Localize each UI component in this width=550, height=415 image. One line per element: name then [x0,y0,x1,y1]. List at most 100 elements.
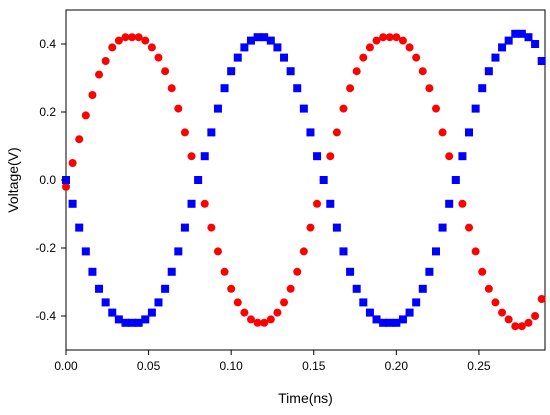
red-circle-point [346,84,355,93]
red-circle-point [339,104,348,113]
blue-square-point [108,308,117,317]
blue-square-point [458,152,467,161]
blue-square-point [319,176,328,184]
red-circle-point [379,33,388,42]
red-circle-point [114,36,123,45]
chart-marks [62,29,546,331]
red-circle-point [68,159,77,167]
blue-square-point [425,267,434,276]
blue-square-point [121,318,130,327]
red-circle-point [213,247,222,256]
x-tick-label: 0.00 [54,359,78,373]
red-circle-point [128,33,137,42]
red-circle-point [81,111,90,120]
red-circle-point [62,182,70,191]
red-circle-point [134,33,143,42]
x-tick-label: 0.20 [385,359,409,373]
x-tick-label: 0.15 [302,359,326,373]
blue-square-point [68,199,77,208]
y-tick-label: -0.2 [35,241,56,255]
blue-square-point [134,318,143,327]
red-circle-point [207,223,216,232]
blue-square-point [95,284,104,293]
blue-square-point [180,223,189,232]
blue-square-point [161,284,170,293]
blue-square-point [233,53,242,62]
red-circle-point [425,84,434,93]
blue-square-point [75,223,84,232]
blue-square-point [81,247,90,256]
red-circle-point [174,104,183,113]
red-circle-point [161,67,170,76]
red-circle-point [180,128,189,137]
x-tick-label: 0.10 [219,359,243,373]
blue-square-point [484,67,493,76]
blue-square-point [517,29,526,38]
blue-square-point [352,284,361,293]
red-circle-point [517,322,526,331]
red-circle-point [200,199,209,208]
red-circle-point [359,53,368,62]
y-tick-label: 0.2 [39,105,56,119]
red-circle-point [504,315,513,324]
red-circle-point [121,33,130,42]
red-circle-point [253,318,262,327]
red-circle-point [266,315,275,324]
red-circle-point [524,318,533,327]
series-2 [62,29,546,327]
red-circle-point [352,67,361,76]
blue-square-point [438,223,447,232]
y-tick-label: -0.4 [35,309,56,323]
blue-square-point [227,67,236,76]
blue-square-point [491,53,500,62]
blue-square-point [326,199,335,208]
red-circle-point [332,128,341,137]
blue-square-point [504,36,513,45]
red-circle-point [471,247,480,256]
blue-square-point [418,284,427,293]
blue-square-point [207,128,216,137]
blue-square-point [141,315,150,324]
red-circle-point [306,223,315,232]
red-circle-point [405,43,414,52]
red-circle-point [246,315,255,324]
red-circle-point [372,36,381,45]
blue-square-point [471,104,480,113]
red-circle-point [313,199,322,208]
blue-square-point [187,199,196,208]
red-circle-point [365,43,374,52]
blue-square-point [372,315,381,324]
red-circle-point [147,43,156,52]
blue-square-point [253,33,262,42]
blue-square-point [511,29,520,38]
red-circle-point [531,312,540,320]
red-circle-point [392,33,401,42]
blue-square-point [332,223,341,232]
blue-square-point [465,128,474,137]
blue-square-point [174,247,183,256]
blue-square-point [128,318,137,327]
red-circle-point [299,247,308,256]
blue-square-point [293,84,302,93]
blue-square-point [167,267,176,276]
red-circle-point [220,267,229,276]
blue-square-point [213,104,222,113]
blue-square-point [200,152,209,161]
red-circle-point [465,223,474,232]
blue-square-point [240,43,249,52]
blue-square-point [445,199,454,208]
blue-square-point [379,318,388,327]
blue-square-point [398,315,407,324]
blue-square-point [478,84,487,93]
x-tick-label: 0.05 [137,359,161,373]
red-circle-point [445,152,454,161]
x-tick-label: 0.25 [467,359,491,373]
red-circle-point [431,104,440,113]
blue-square-point [531,40,540,48]
red-circle-point [458,199,467,208]
blue-square-point [286,67,295,76]
blue-square-point [405,308,414,317]
red-circle-point [412,53,421,62]
y-axis-title: Voltage(V) [5,147,21,212]
red-circle-point [240,308,249,317]
